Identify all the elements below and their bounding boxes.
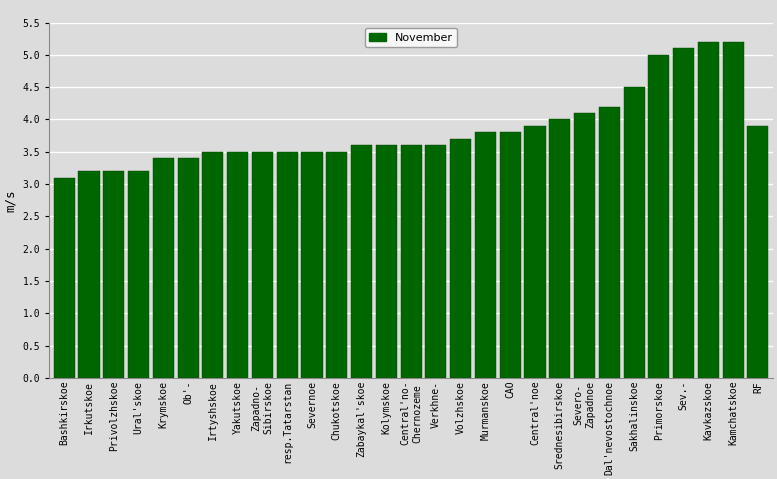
Bar <box>78 171 99 378</box>
Bar <box>475 132 496 378</box>
Bar <box>103 171 124 378</box>
Bar <box>401 145 422 378</box>
Bar <box>351 145 372 378</box>
Bar <box>326 152 347 378</box>
Bar <box>227 152 248 378</box>
Bar <box>252 152 273 378</box>
Y-axis label: m/s: m/s <box>4 189 17 212</box>
Bar <box>425 145 447 378</box>
Bar <box>450 139 471 378</box>
Legend: November: November <box>365 28 458 47</box>
Bar <box>54 178 75 378</box>
Bar <box>549 119 570 378</box>
Bar <box>153 158 174 378</box>
Bar <box>574 113 595 378</box>
Bar <box>599 106 620 378</box>
Bar <box>500 132 521 378</box>
Bar <box>524 126 545 378</box>
Bar <box>178 158 199 378</box>
Bar <box>698 42 719 378</box>
Bar <box>128 171 149 378</box>
Bar <box>673 48 694 378</box>
Bar <box>202 152 224 378</box>
Bar <box>624 87 645 378</box>
Bar <box>723 42 744 378</box>
Bar <box>277 152 298 378</box>
Bar <box>747 126 768 378</box>
Bar <box>301 152 322 378</box>
Bar <box>648 55 670 378</box>
Bar <box>376 145 397 378</box>
